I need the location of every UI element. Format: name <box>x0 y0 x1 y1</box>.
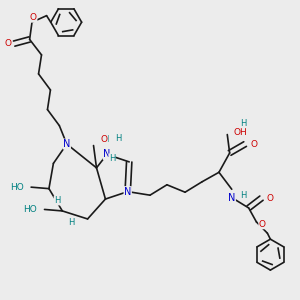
Text: H: H <box>240 119 247 128</box>
Text: H: H <box>115 134 121 142</box>
Text: H: H <box>109 154 115 163</box>
Text: HO: HO <box>10 183 24 192</box>
Text: H: H <box>102 134 109 143</box>
Text: N: N <box>63 139 70 149</box>
Text: N: N <box>103 149 111 160</box>
Text: H: H <box>68 218 74 227</box>
Text: N: N <box>124 187 131 196</box>
Text: O: O <box>100 135 107 144</box>
Text: H: H <box>240 191 246 200</box>
Text: OH: OH <box>233 128 247 137</box>
Text: O: O <box>4 39 11 48</box>
Text: O: O <box>30 13 37 22</box>
Text: N: N <box>228 193 236 202</box>
Text: O: O <box>267 194 274 203</box>
Text: O: O <box>250 140 257 148</box>
Text: O: O <box>259 220 266 229</box>
Text: HO: HO <box>23 205 37 214</box>
Text: H: H <box>54 196 61 205</box>
